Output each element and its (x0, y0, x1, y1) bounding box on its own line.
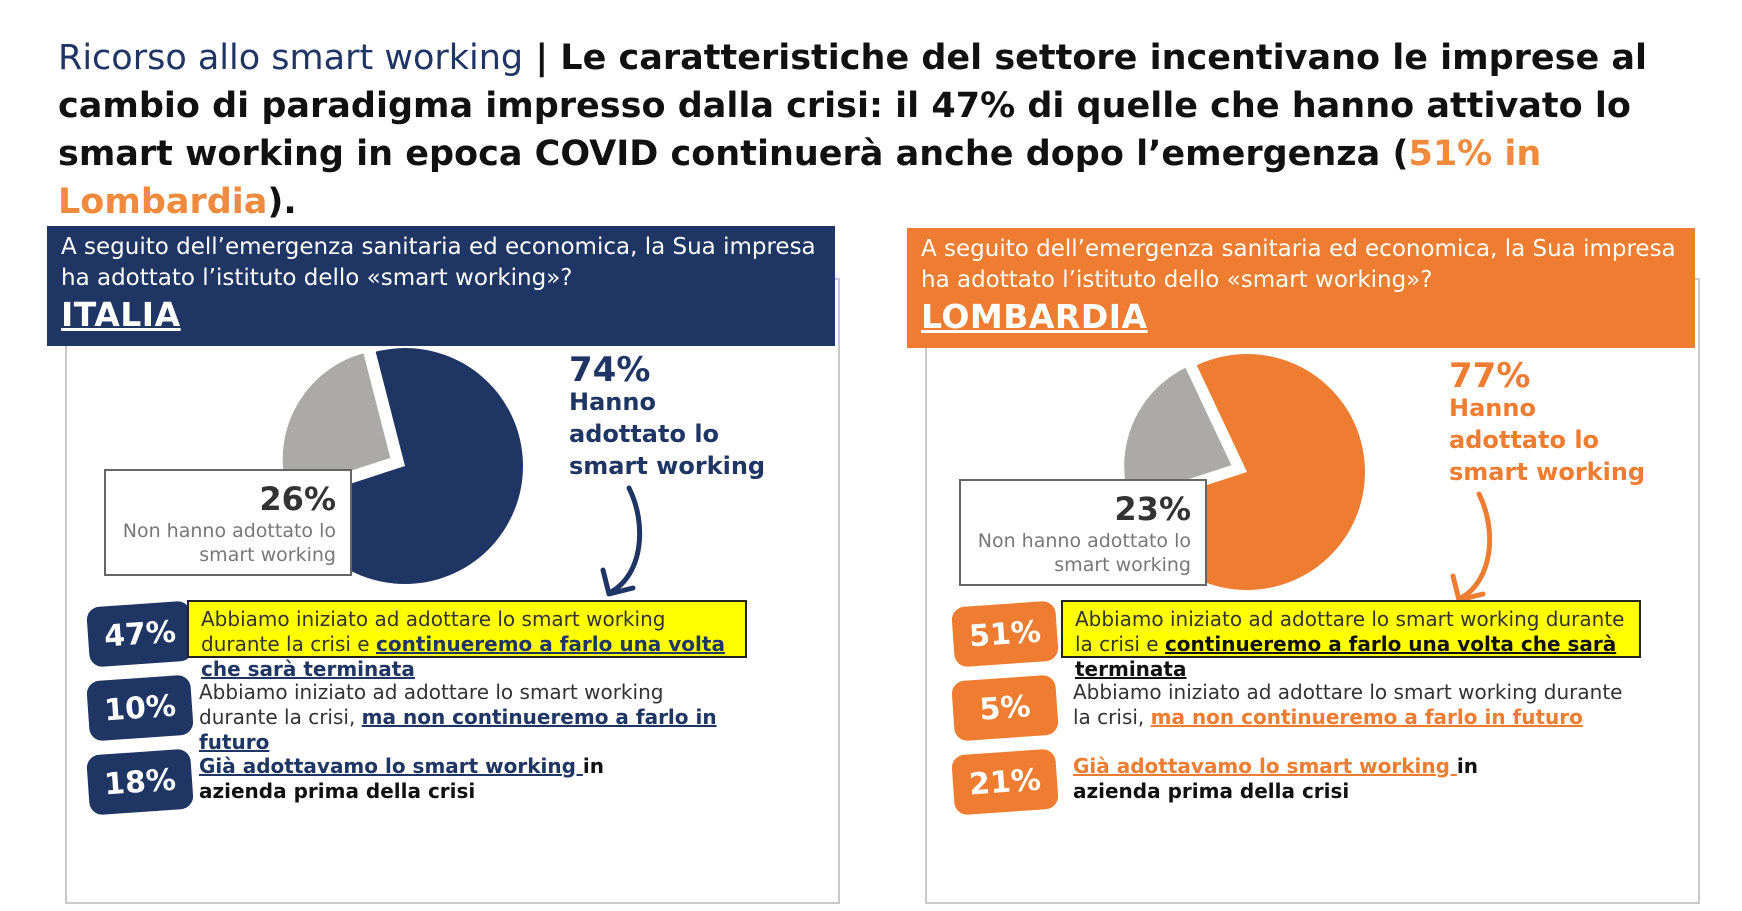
answer-badge: 5% (951, 674, 1059, 742)
adopted-label: Hanno adottato lo smart working (569, 388, 766, 480)
answer-emphasis: Già adottavamo lo smart working (1073, 754, 1457, 778)
answer-badge: 10% (86, 674, 194, 742)
not-adopted-box: 23% Non hanno adottato lo smart working (959, 479, 1207, 586)
panel-italia: A seguito dell’emergenza sanitaria ed ec… (47, 226, 847, 906)
answer-text: Già adottavamo lo smart working in azien… (199, 754, 629, 804)
answer-badge: 51% (951, 600, 1059, 668)
not-adopted-percent: 23% (1114, 490, 1191, 528)
title-separator: | (523, 38, 561, 78)
adopted-label: Hanno adottato lo smart working (1449, 394, 1646, 486)
answer-lead: Abbiamo iniziato ad adottare lo smart wo… (199, 680, 664, 729)
adopted-percent: 74% (569, 350, 651, 390)
not-adopted-percent: 26% (259, 480, 336, 518)
title-main: Le caratteristiche del settore incentiva… (58, 38, 1648, 174)
answer-emphasis: continueremo a farlo una volta che sarà … (201, 632, 725, 681)
question-box: A seguito dell’emergenza sanitaria ed ec… (47, 226, 835, 346)
region-label: LOMBARDIA (921, 297, 1148, 336)
answer-lead: Abbiamo iniziato ad adottare lo smart wo… (201, 607, 666, 656)
answer-emphasis: ma non continueremo a farlo in futuro (199, 705, 717, 754)
answer-emphasis: ma non continueremo a farlo in futuro (1150, 705, 1583, 729)
answer-emphasis: continueremo a farlo una volta che sarà … (1075, 632, 1617, 681)
question-text: A seguito dell’emergenza sanitaria ed ec… (921, 236, 1676, 293)
not-adopted-label: Non hanno adottato lo smart working (977, 530, 1191, 576)
answer-text: Abbiamo iniziato ad adottare lo smart wo… (1061, 600, 1641, 681)
answer-lead: Abbiamo iniziato ad adottare lo smart wo… (1075, 607, 1625, 656)
region-label: ITALIA (61, 295, 181, 334)
title-end: ). (267, 182, 297, 222)
answer-text: Già adottavamo lo smart working in azien… (1073, 754, 1503, 804)
title-highlight: 51% in Lombardia (58, 134, 1542, 222)
question-box: A seguito dell’emergenza sanitaria ed ec… (907, 228, 1695, 348)
answer-lead: Abbiamo iniziato ad adottare lo smart wo… (1073, 680, 1623, 729)
panel-lombardia: A seguito dell’emergenza sanitaria ed ec… (907, 226, 1707, 906)
answer-tail: in azienda prima della crisi (1073, 754, 1479, 803)
answer-text: Abbiamo iniziato ad adottare lo smart wo… (1073, 680, 1633, 730)
answer-text: Abbiamo iniziato ad adottare lo smart wo… (187, 600, 747, 681)
answer-badge: 18% (86, 748, 194, 816)
question-text: A seguito dell’emergenza sanitaria ed ec… (61, 234, 816, 291)
answer-badge: 47% (86, 600, 194, 668)
answer-text: Abbiamo iniziato ad adottare lo smart wo… (199, 680, 739, 755)
adopted-percent: 77% (1449, 356, 1531, 396)
page-title: Ricorso allo smart working | Le caratter… (58, 34, 1728, 226)
curved-arrow-icon (600, 485, 643, 597)
answer-badge: 21% (951, 748, 1059, 816)
answer-emphasis: Già adottavamo lo smart working (199, 754, 583, 778)
answer-tail: in azienda prima della crisi (199, 754, 605, 803)
title-lead: Ricorso allo smart working (58, 38, 524, 78)
not-adopted-box: 26% Non hanno adottato lo smart working (104, 469, 352, 576)
not-adopted-label: Non hanno adottato lo smart working (122, 520, 336, 566)
curved-arrow-icon (1450, 491, 1493, 603)
